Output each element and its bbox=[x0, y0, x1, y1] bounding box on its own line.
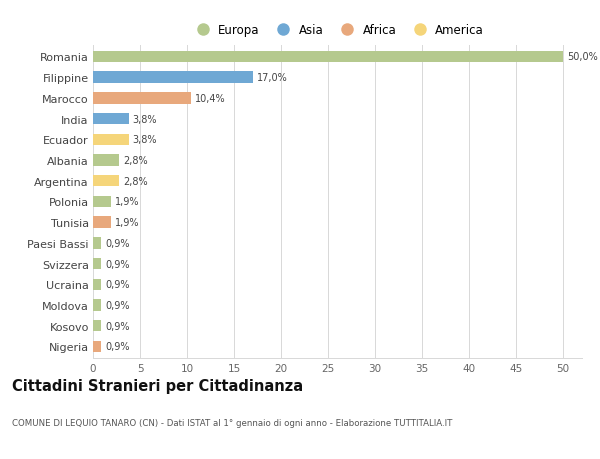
Text: 3,8%: 3,8% bbox=[133, 114, 157, 124]
Bar bbox=[93, 72, 253, 84]
Bar bbox=[93, 300, 101, 311]
Text: 2,8%: 2,8% bbox=[123, 176, 148, 186]
Text: 1,9%: 1,9% bbox=[115, 218, 139, 228]
Bar bbox=[93, 258, 101, 269]
Text: 0,9%: 0,9% bbox=[105, 321, 130, 331]
Bar bbox=[93, 279, 101, 291]
Bar bbox=[93, 51, 563, 63]
Text: 50,0%: 50,0% bbox=[567, 52, 598, 62]
Text: 10,4%: 10,4% bbox=[194, 94, 225, 104]
Bar bbox=[93, 93, 191, 104]
Text: COMUNE DI LEQUIO TANARO (CN) - Dati ISTAT al 1° gennaio di ogni anno - Elaborazi: COMUNE DI LEQUIO TANARO (CN) - Dati ISTA… bbox=[12, 418, 452, 427]
Text: 1,9%: 1,9% bbox=[115, 197, 139, 207]
Bar bbox=[93, 320, 101, 332]
Bar bbox=[93, 217, 111, 228]
Bar bbox=[93, 155, 119, 166]
Bar bbox=[93, 341, 101, 353]
Text: 2,8%: 2,8% bbox=[123, 156, 148, 166]
Text: 0,9%: 0,9% bbox=[105, 259, 130, 269]
Text: Cittadini Stranieri per Cittadinanza: Cittadini Stranieri per Cittadinanza bbox=[12, 379, 303, 394]
Text: 3,8%: 3,8% bbox=[133, 135, 157, 145]
Bar bbox=[93, 113, 129, 125]
Legend: Europa, Asia, Africa, America: Europa, Asia, Africa, America bbox=[191, 24, 484, 37]
Text: 0,9%: 0,9% bbox=[105, 300, 130, 310]
Text: 0,9%: 0,9% bbox=[105, 280, 130, 290]
Bar bbox=[93, 238, 101, 249]
Text: 0,9%: 0,9% bbox=[105, 341, 130, 352]
Bar bbox=[93, 134, 129, 146]
Text: 0,9%: 0,9% bbox=[105, 238, 130, 248]
Bar bbox=[93, 196, 111, 207]
Bar bbox=[93, 176, 119, 187]
Text: 17,0%: 17,0% bbox=[257, 73, 287, 83]
